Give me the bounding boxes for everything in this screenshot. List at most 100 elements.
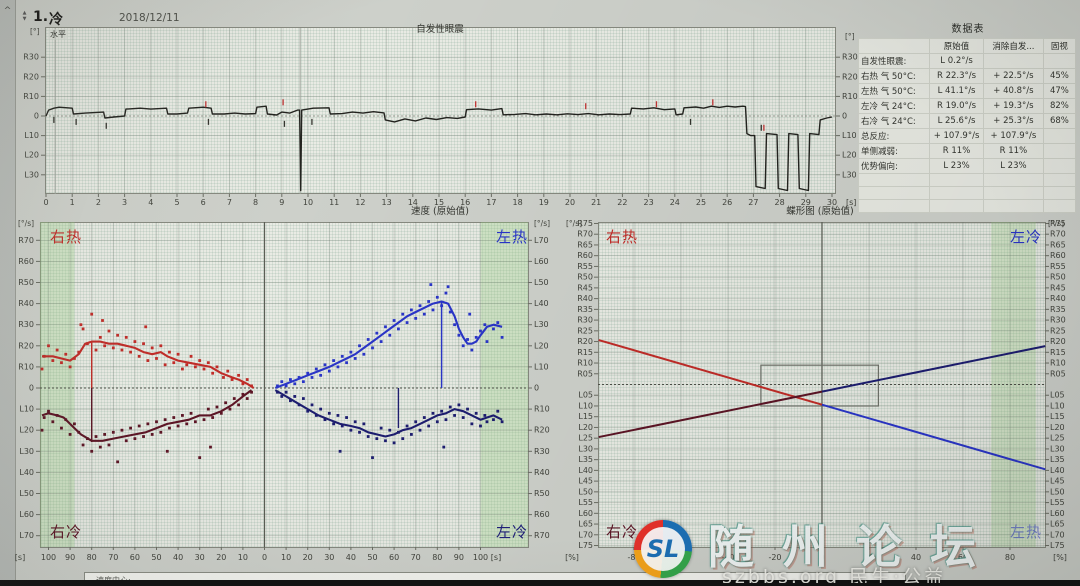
svg-text:20: 20 (864, 553, 874, 562)
svg-text:R30: R30 (18, 320, 34, 329)
table-row: 左冷 气 24°C: R 19.0°/s + 19.3°/s 82% (857, 98, 1077, 114)
svg-text:R60: R60 (18, 257, 34, 266)
svg-text:R50: R50 (534, 489, 550, 498)
svg-text:70: 70 (108, 553, 118, 562)
svg-text:3: 3 (122, 198, 127, 207)
svg-text:L60: L60 (19, 510, 34, 519)
section-spinner[interactable]: ▲ ▼ (20, 10, 29, 24)
table-cell-value (1042, 173, 1077, 187)
svg-text:L45: L45 (1050, 477, 1065, 486)
svg-text:L40: L40 (1050, 466, 1065, 475)
left-scrollbar[interactable]: ^ (0, 0, 16, 586)
svg-text:L45: L45 (578, 477, 593, 486)
corner-label-right-warm: 右热 (606, 228, 639, 246)
y-unit-left: [°/s] (566, 219, 583, 228)
table-row: 左热 气 50°C: L 41.1°/s + 40.8°/s 47% (857, 83, 1077, 99)
svg-text:R20: R20 (1050, 337, 1066, 346)
table-cell-value: + 40.8°/s (982, 83, 1044, 99)
svg-text:0: 0 (29, 384, 34, 393)
spin-up-icon[interactable]: ▲ (22, 10, 27, 16)
table-cell-value: L 25.6°/s (929, 113, 984, 129)
svg-text:14: 14 (408, 198, 418, 207)
svg-text:30: 30 (195, 553, 205, 562)
svg-text:-80: -80 (627, 553, 640, 562)
svg-text:10: 10 (238, 553, 248, 562)
table-cell-value (1042, 199, 1077, 213)
svg-text:L20: L20 (842, 151, 857, 160)
svg-text:R70: R70 (534, 531, 550, 540)
svg-text:R20: R20 (577, 337, 593, 346)
svg-text:80: 80 (432, 553, 442, 562)
svg-text:L25: L25 (578, 434, 593, 443)
table-row (857, 186, 1077, 200)
svg-text:L10: L10 (842, 131, 857, 140)
table-cell-value (982, 173, 1044, 187)
svg-text:40: 40 (911, 553, 921, 562)
svg-text:R10: R10 (577, 359, 593, 368)
svg-text:L20: L20 (24, 151, 39, 160)
svg-text:[s]: [s] (846, 198, 856, 207)
svg-text:60: 60 (130, 553, 140, 562)
scroll-up-icon[interactable]: ^ (3, 6, 12, 16)
spin-down-icon[interactable]: ▼ (22, 16, 27, 22)
svg-text:17: 17 (486, 198, 496, 207)
svg-text:R20: R20 (842, 72, 858, 81)
svg-text:R10: R10 (23, 92, 39, 101)
svg-text:R55: R55 (1050, 262, 1066, 271)
svg-text:R60: R60 (534, 510, 550, 519)
table-cell-value: + 107.9°/s (929, 128, 984, 144)
svg-text:R70: R70 (1050, 230, 1066, 239)
table-row: 优势偏向: L 23% L 23% (857, 158, 1077, 174)
svg-text:L15: L15 (578, 412, 593, 421)
svg-text:L10: L10 (19, 405, 34, 414)
svg-text:R40: R40 (1050, 294, 1066, 303)
svg-text:L65: L65 (578, 520, 593, 529)
corner-label-right-cold: 右冷 (606, 523, 639, 541)
trace-label: 水平 (48, 29, 68, 40)
table-cell-value: 68% (1042, 113, 1077, 129)
svg-text:L35: L35 (1050, 455, 1065, 464)
svg-text:90: 90 (454, 553, 464, 562)
table-cell-value: + 22.5°/s (982, 68, 1044, 84)
table-cell-value: + 19.3°/s (982, 98, 1044, 114)
svg-text:R05: R05 (577, 369, 593, 378)
svg-text:18: 18 (513, 198, 523, 207)
svg-text:R10: R10 (842, 92, 858, 101)
svg-text:L20: L20 (19, 426, 34, 435)
table-cell-value: R 11% (982, 143, 1044, 159)
svg-text:L75: L75 (578, 541, 593, 550)
table-cell-label: 右冷 气 24°C: (857, 113, 931, 129)
butterfly-chart: L70 R70 L60 R60 L50 R50 L40 R40 L30 R30 L20 R20 L10 R… (15, 222, 550, 562)
table-cell-value (929, 199, 984, 213)
table-cell-value (982, 53, 1044, 69)
svg-text:R75: R75 (577, 219, 593, 228)
svg-text:L10: L10 (1050, 401, 1065, 410)
column-header (857, 38, 931, 54)
svg-text:R25: R25 (1050, 326, 1066, 335)
table-cell-value: L 41.1°/s (929, 83, 984, 99)
svg-text:-40: -40 (721, 553, 734, 562)
svg-text:20: 20 (216, 553, 226, 562)
svg-text:R50: R50 (18, 278, 34, 287)
svg-text:L30: L30 (842, 170, 857, 179)
svg-text:L70: L70 (578, 530, 593, 539)
svg-text:R15: R15 (577, 348, 593, 357)
table-cell-value (929, 173, 984, 187)
corner-label-left-warm: 左热 (495, 228, 528, 246)
svg-text:50: 50 (367, 553, 377, 562)
svg-text:R60: R60 (577, 251, 593, 260)
corner-label-left-warm: 左热 (1009, 523, 1042, 541)
y-unit-left: [°/s] (18, 219, 35, 228)
svg-text:R20: R20 (23, 72, 39, 81)
table-cell-value: + 107.9°/s (982, 128, 1044, 144)
svg-text:L40: L40 (578, 466, 593, 475)
svg-text:24: 24 (670, 198, 680, 207)
section-index: 1. (33, 9, 49, 25)
svg-text:L20: L20 (534, 341, 549, 350)
svg-text:R65: R65 (1050, 240, 1066, 249)
svg-text:22: 22 (617, 198, 627, 207)
svg-text:L15: L15 (1050, 412, 1065, 421)
svg-text:9: 9 (279, 198, 284, 207)
corner-label-right-warm: 右热 (50, 228, 83, 246)
